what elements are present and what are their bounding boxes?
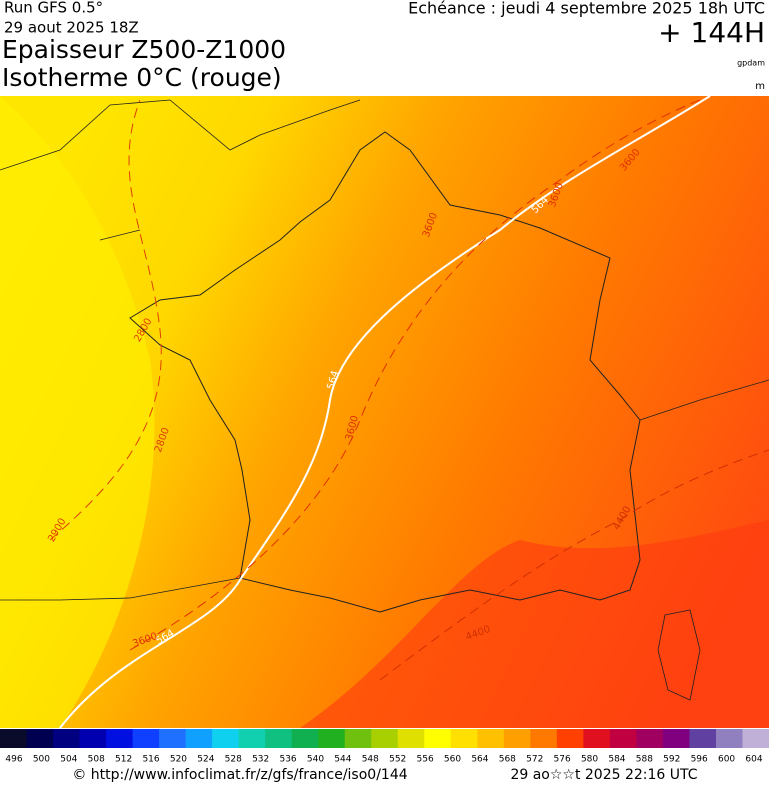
colorbar-label: 568 [499,755,516,765]
colorbar-label: 524 [197,755,214,765]
colorbar-cell [0,729,28,748]
echeance: Echéance : jeudi 4 septembre 2025 18h UT… [408,0,765,18]
colorbar-label: 540 [307,755,324,765]
colorbar-label: 520 [170,755,187,765]
colorbar-cell [79,729,107,748]
colorbar-cell [530,729,558,748]
colorbar-label: 580 [581,755,598,765]
colorbar-cell [397,729,425,748]
isotherm [379,449,769,681]
isotherm [49,99,162,541]
colorbar-cell [609,729,637,748]
colorbar-cell [159,729,187,748]
colorbar-cell [636,729,664,748]
colorbar-label: 588 [636,755,653,765]
colorbar-cell [212,729,240,748]
colorbar-label: 600 [718,755,735,765]
field-zone [0,96,155,728]
colorbar-label: 500 [33,755,50,765]
colorbar-label: 564 [471,755,488,765]
colorbar-label: 556 [417,755,434,765]
colorbar-cell [742,729,769,748]
colorbar-label: 576 [554,755,571,765]
colorbar-cell [26,729,54,748]
coast-france [129,131,641,613]
colorbar-cell [318,729,346,748]
colorbar-label: 516 [142,755,159,765]
run: Run GFS 0.5° [4,0,103,17]
colorbar-cell [291,729,319,748]
colorbar-cell [583,729,611,748]
isoline-564 [59,95,711,729]
colorbar-label: 532 [252,755,269,765]
colorbar-cell [662,729,690,748]
colorbar-cell [715,729,743,748]
subtitle: Isotherme 0°C (rouge) [2,63,282,92]
colorbar-label: 560 [444,755,461,765]
source-url: © http://www.infoclimat.fr/z/gfs/france/… [72,767,407,783]
coast-corsica [657,609,701,701]
unit: m [755,81,765,92]
colorbar-label: 544 [334,755,351,765]
colorbar-label: 536 [279,755,296,765]
colorbar-cell [132,729,160,748]
colorbar-label: 592 [663,755,680,765]
colorbar-cell [424,729,452,748]
colorbar-label: 552 [389,755,406,765]
colorbar-cell [689,729,717,748]
colorbar-label: 604 [745,755,762,765]
colorbar-cell [53,729,81,748]
map: 5645645643600360036003600360028002800290… [0,95,769,729]
generated-time: 29 ao☆☆t 2025 22:16 UTC [510,767,697,783]
colorbar-cell [185,729,213,748]
unit: gpdam [737,59,765,68]
colorbar-label: 508 [88,755,105,765]
field-zone [300,520,769,728]
colorbar-label: 572 [526,755,543,765]
colorbar-label: 528 [225,755,242,765]
colorbar-label: 548 [362,755,379,765]
colorbar-label: 584 [608,755,625,765]
colorbar-cell [477,729,505,748]
colorbar-label: 504 [60,755,77,765]
coast [0,379,769,601]
coast-uk [0,99,361,241]
title: Epaisseur Z500-Z1000 [2,35,286,64]
colorbar-label: 496 [5,755,22,765]
run-date: 29 aout 2025 18Z [4,19,139,37]
contour-label: 564 [326,369,342,390]
colorbar-cell [556,729,584,748]
colorbar-cell [265,729,293,748]
colorbar-cell [371,729,399,748]
colorbar-label: 596 [691,755,708,765]
colorbar-cell [503,729,531,748]
colorbar-label: 512 [115,755,132,765]
colorbar-cell [238,729,266,748]
isotherm [129,99,701,651]
colorbar-cell [450,729,478,748]
colorbar-cell [344,729,372,748]
lead-time: + 144H [658,16,765,49]
colorbar-cell [106,729,134,748]
